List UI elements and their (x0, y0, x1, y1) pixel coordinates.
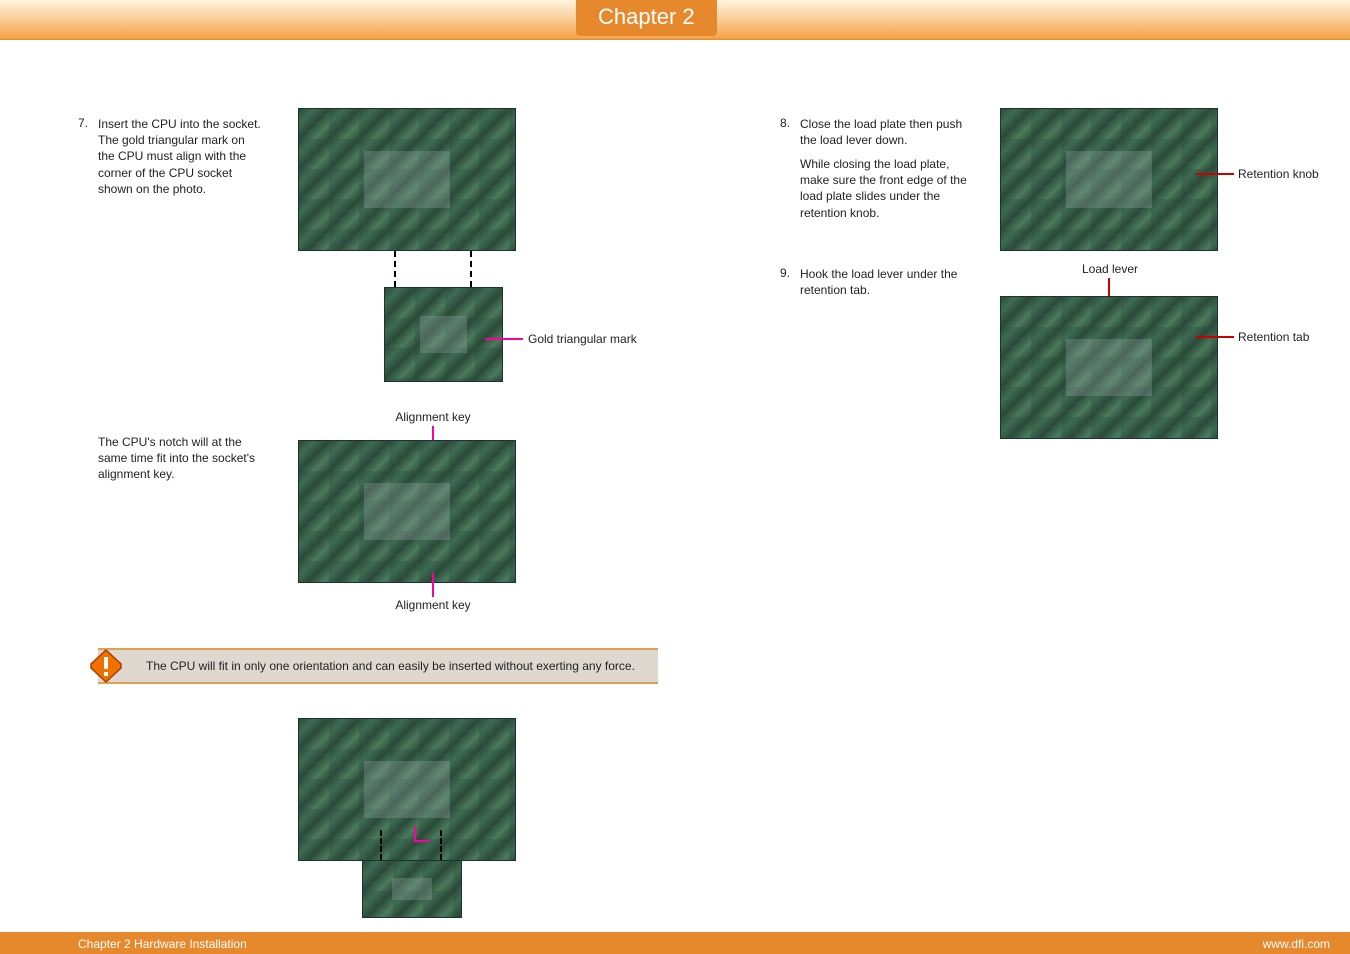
footer-url: www.dfi.com (1263, 937, 1330, 951)
step7-zoom-line-right (470, 251, 472, 287)
step7-gold-mark-line (485, 338, 523, 340)
final-cpu-zoom-image (362, 860, 462, 918)
step8-retention-knob-image (1000, 108, 1218, 251)
alignment-key-bottom-caption: Alignment key (378, 598, 488, 612)
step9-retention-tab-image (1000, 296, 1218, 439)
step9-text: Hook the load lever under the retention … (800, 266, 970, 298)
step7-text: Insert the CPU into the socket. The gold… (98, 116, 263, 197)
step7-zoom-detail-image (384, 287, 503, 382)
alignment-key-top-caption: Alignment key (378, 410, 488, 424)
step8-retention-knob-label: Retention knob (1238, 167, 1319, 181)
step7-number: 7. (78, 116, 88, 130)
step9-retention-tab-line (1196, 336, 1234, 338)
step9-number: 9. (780, 266, 790, 280)
step7-zoom-line-left (394, 251, 396, 287)
alignment-key-image (298, 440, 516, 583)
warning-callout: The CPU will fit in only one orientation… (98, 648, 658, 684)
step9-retention-tab-label: Retention tab (1238, 330, 1309, 344)
final-zoom-line-right (440, 830, 442, 860)
notch-text: The CPU's notch will at the same time fi… (98, 434, 268, 483)
final-zoom-line-left (380, 830, 382, 860)
final-cpu-pink-marker-h (414, 840, 430, 842)
step7-cpu-socket-image (298, 108, 516, 251)
footer-chapter-label: Chapter 2 Hardware Installation (78, 937, 247, 951)
step8-text-b: While closing the load plate, make sure … (800, 156, 970, 221)
chapter-tab: Chapter 2 (576, 0, 717, 36)
warning-icon (88, 648, 124, 684)
final-cpu-pink-marker-v (414, 826, 416, 842)
final-cpu-image (298, 718, 516, 861)
alignment-key-bottom-line (432, 573, 434, 597)
step8-text-a: Close the load plate then push the load … (800, 116, 970, 148)
step7-gold-mark-label: Gold triangular mark (528, 332, 637, 346)
step8-number: 8. (780, 116, 790, 130)
step8-retention-knob-line (1196, 173, 1234, 175)
page-content: 7. Insert the CPU into the socket. The g… (0, 40, 1350, 932)
step9-load-lever-label: Load lever (1060, 262, 1160, 276)
warning-callout-text: The CPU will fit in only one orientation… (146, 659, 635, 673)
